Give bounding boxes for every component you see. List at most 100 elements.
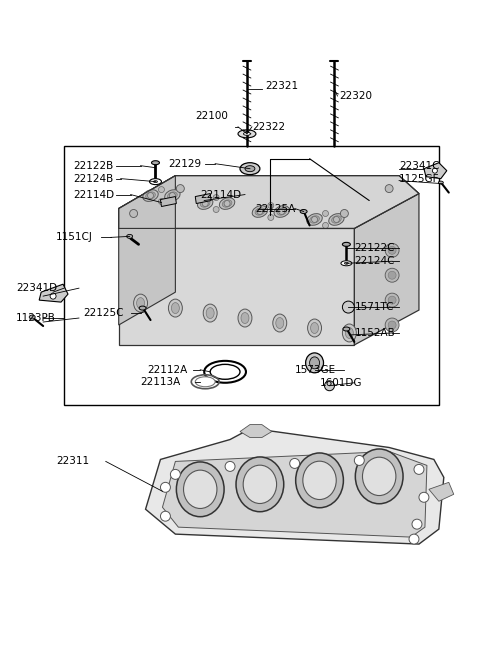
Circle shape (160, 482, 170, 493)
Ellipse shape (240, 162, 260, 175)
Circle shape (147, 193, 154, 198)
Circle shape (354, 455, 364, 466)
Circle shape (213, 195, 219, 200)
Text: 22122B: 22122B (73, 160, 113, 171)
Ellipse shape (133, 294, 147, 312)
Circle shape (268, 214, 274, 221)
Ellipse shape (385, 318, 399, 332)
Polygon shape (119, 229, 354, 345)
Ellipse shape (385, 293, 399, 307)
Text: 22125A: 22125A (255, 204, 295, 214)
Text: 22100: 22100 (195, 111, 228, 121)
Circle shape (225, 461, 235, 472)
Text: 22113A: 22113A (141, 377, 181, 386)
Circle shape (158, 198, 165, 204)
Ellipse shape (385, 269, 399, 282)
Circle shape (412, 519, 422, 529)
Ellipse shape (332, 215, 341, 223)
Circle shape (323, 223, 328, 229)
Ellipse shape (307, 214, 322, 225)
Ellipse shape (150, 179, 161, 185)
Circle shape (340, 210, 348, 217)
Ellipse shape (274, 206, 289, 217)
Text: 22321: 22321 (265, 81, 298, 91)
Ellipse shape (342, 324, 356, 342)
Text: 1152AB: 1152AB (354, 328, 395, 338)
Ellipse shape (241, 312, 249, 324)
Circle shape (202, 200, 208, 206)
Polygon shape (424, 162, 447, 179)
Ellipse shape (341, 261, 352, 266)
Ellipse shape (343, 327, 350, 331)
Text: 22112A: 22112A (147, 365, 188, 375)
Ellipse shape (50, 293, 56, 299)
Polygon shape (39, 284, 68, 302)
Circle shape (385, 185, 393, 193)
Ellipse shape (329, 214, 344, 225)
Polygon shape (240, 424, 272, 438)
Text: 22114D: 22114D (200, 189, 241, 200)
Ellipse shape (311, 322, 319, 333)
Ellipse shape (197, 198, 213, 210)
Polygon shape (162, 451, 427, 537)
Circle shape (419, 493, 429, 502)
Ellipse shape (432, 168, 437, 173)
Ellipse shape (168, 192, 177, 199)
Circle shape (290, 458, 300, 468)
Ellipse shape (29, 315, 35, 319)
Ellipse shape (310, 357, 320, 369)
Text: 1573GE: 1573GE (295, 365, 336, 375)
Ellipse shape (438, 181, 444, 184)
Circle shape (224, 200, 230, 206)
Ellipse shape (222, 200, 232, 207)
Circle shape (160, 511, 170, 521)
Polygon shape (354, 194, 419, 345)
Text: 22320: 22320 (339, 91, 372, 101)
Ellipse shape (183, 470, 217, 508)
Ellipse shape (245, 166, 255, 172)
Text: 22124B: 22124B (73, 174, 113, 183)
Text: 1151CJ: 1151CJ (56, 233, 93, 242)
Circle shape (342, 301, 354, 313)
Bar (64, 146, 439, 405)
Text: 22114D: 22114D (73, 189, 114, 200)
Ellipse shape (362, 457, 396, 496)
Ellipse shape (243, 132, 251, 136)
Circle shape (176, 185, 184, 193)
Ellipse shape (238, 130, 256, 138)
Text: 22125C: 22125C (83, 308, 123, 318)
Ellipse shape (342, 242, 350, 246)
Polygon shape (195, 194, 211, 204)
Ellipse shape (308, 319, 322, 337)
Circle shape (323, 210, 328, 216)
Ellipse shape (139, 306, 146, 310)
Polygon shape (119, 176, 175, 325)
Ellipse shape (388, 321, 396, 329)
Polygon shape (119, 176, 419, 229)
Ellipse shape (137, 297, 144, 309)
Circle shape (213, 206, 219, 212)
Polygon shape (160, 196, 176, 206)
Text: 22322: 22322 (252, 122, 285, 132)
Ellipse shape (146, 192, 156, 199)
Ellipse shape (296, 453, 343, 508)
Ellipse shape (306, 353, 324, 373)
Text: 1123PB: 1123PB (16, 313, 56, 323)
Text: 22341D: 22341D (16, 283, 58, 293)
Ellipse shape (154, 181, 157, 183)
Ellipse shape (219, 198, 235, 210)
Polygon shape (145, 430, 444, 544)
Ellipse shape (195, 377, 215, 386)
Circle shape (334, 216, 339, 223)
Ellipse shape (385, 244, 399, 257)
Circle shape (279, 208, 285, 214)
Ellipse shape (310, 215, 319, 223)
Ellipse shape (344, 262, 348, 264)
Circle shape (169, 193, 175, 198)
Ellipse shape (127, 234, 132, 238)
Ellipse shape (176, 462, 224, 517)
Circle shape (268, 202, 274, 208)
Ellipse shape (238, 309, 252, 327)
Ellipse shape (255, 208, 264, 215)
Text: 22129: 22129 (168, 159, 202, 169)
